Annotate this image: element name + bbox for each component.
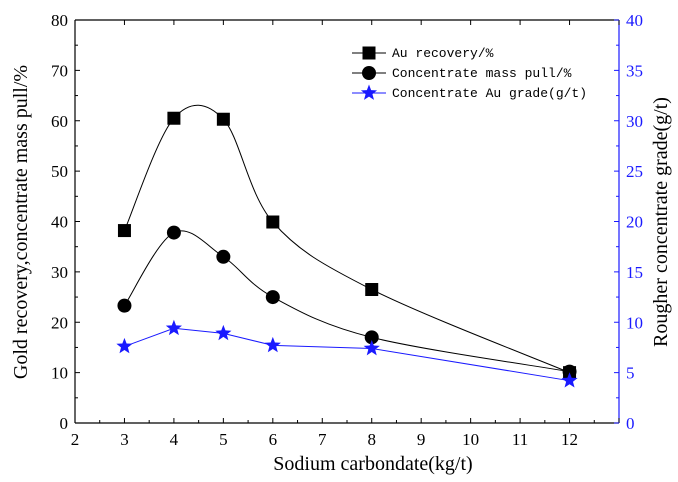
series-square — [117, 104, 577, 380]
right-y-tick-label: 40 — [626, 11, 643, 30]
data-point-circle — [562, 364, 577, 379]
data-point-square — [117, 224, 131, 238]
left-y-tick-label: 50 — [51, 162, 68, 181]
legend-label: Au recovery/% — [392, 46, 494, 61]
x-tick-label: 6 — [269, 430, 278, 449]
x-tick-label: 11 — [512, 430, 528, 449]
x-axis-ticks: 2 3 4 5 6 7 8 9 10 11 12 — [71, 20, 620, 449]
right-y-tick-label: 25 — [626, 162, 643, 181]
right-y-axis-title: Rougher concentrate grade(g/t) — [650, 97, 672, 347]
left-y-axis-ticks: 0 10 20 30 40 50 60 70 80 — [51, 11, 80, 433]
right-y-tick-label: 15 — [626, 263, 643, 282]
left-y-axis-title: Gold recovery,concentrate mass pull/% — [10, 65, 32, 379]
x-tick-label: 2 — [71, 430, 80, 449]
x-tick-label: 3 — [120, 430, 129, 449]
data-point-star — [215, 324, 232, 341]
x-tick-label: 4 — [170, 430, 179, 449]
left-y-tick-label: 60 — [51, 112, 68, 131]
x-tick-label: 5 — [219, 430, 228, 449]
right-y-tick-label: 0 — [626, 414, 635, 433]
data-point-square — [167, 111, 181, 125]
data-point-circle — [166, 225, 181, 240]
left-y-tick-label: 70 — [51, 61, 68, 80]
x-tick-label: 7 — [318, 430, 327, 449]
legend-marker-circle — [362, 66, 376, 80]
data-point-square — [216, 112, 230, 126]
data-point-square — [365, 283, 379, 297]
data-point-star — [363, 339, 380, 356]
x-tick-label: 12 — [561, 430, 578, 449]
legend-marker-star — [360, 84, 378, 100]
data-point-circle — [117, 298, 132, 313]
left-y-tick-label: 0 — [60, 414, 69, 433]
data-point-circle — [216, 249, 231, 264]
legend-label: Concentrate mass pull/% — [392, 66, 572, 81]
data-point-star — [561, 372, 578, 388]
left-y-tick-label: 20 — [51, 313, 68, 332]
legend-item: Au recovery/% — [352, 46, 494, 61]
left-y-tick-label: 10 — [51, 364, 68, 383]
data-point-circle — [364, 330, 379, 345]
legend-item: Concentrate Au grade(g/t) — [352, 84, 587, 101]
series-line — [123, 104, 570, 374]
legend-label: Concentrate Au grade(g/t) — [392, 86, 587, 101]
left-y-tick-label: 80 — [51, 11, 68, 30]
series-circle — [117, 225, 577, 379]
right-y-tick-label: 20 — [626, 213, 643, 232]
right-y-tick-label: 5 — [626, 364, 635, 383]
data-point-square — [266, 215, 280, 229]
right-y-axis-ticks: 0 5 10 15 20 25 30 35 40 — [614, 11, 643, 433]
series-layer — [116, 104, 578, 388]
x-axis-title: Sodium carbondate(kg/t) — [273, 453, 472, 475]
right-y-tick-label: 10 — [626, 313, 643, 332]
x-tick-label: 10 — [462, 430, 479, 449]
series-line — [124, 230, 570, 373]
data-point-star — [264, 336, 281, 353]
x-tick-label: 8 — [367, 430, 376, 449]
series-star — [116, 319, 578, 388]
right-y-tick-label: 30 — [626, 112, 643, 131]
left-y-tick-label: 30 — [51, 263, 68, 282]
legend: Au recovery/% Concentrate mass pull/% Conc… — [352, 46, 587, 101]
x-tick-label: 9 — [417, 430, 426, 449]
legend-item: Concentrate mass pull/% — [352, 66, 572, 81]
data-point-star — [116, 337, 133, 354]
legend-marker-square — [362, 46, 376, 60]
series-line — [124, 327, 570, 382]
left-y-tick-label: 40 — [51, 213, 68, 232]
right-y-tick-label: 35 — [626, 61, 643, 80]
data-point-circle — [265, 290, 280, 305]
data-point-star — [165, 319, 182, 336]
